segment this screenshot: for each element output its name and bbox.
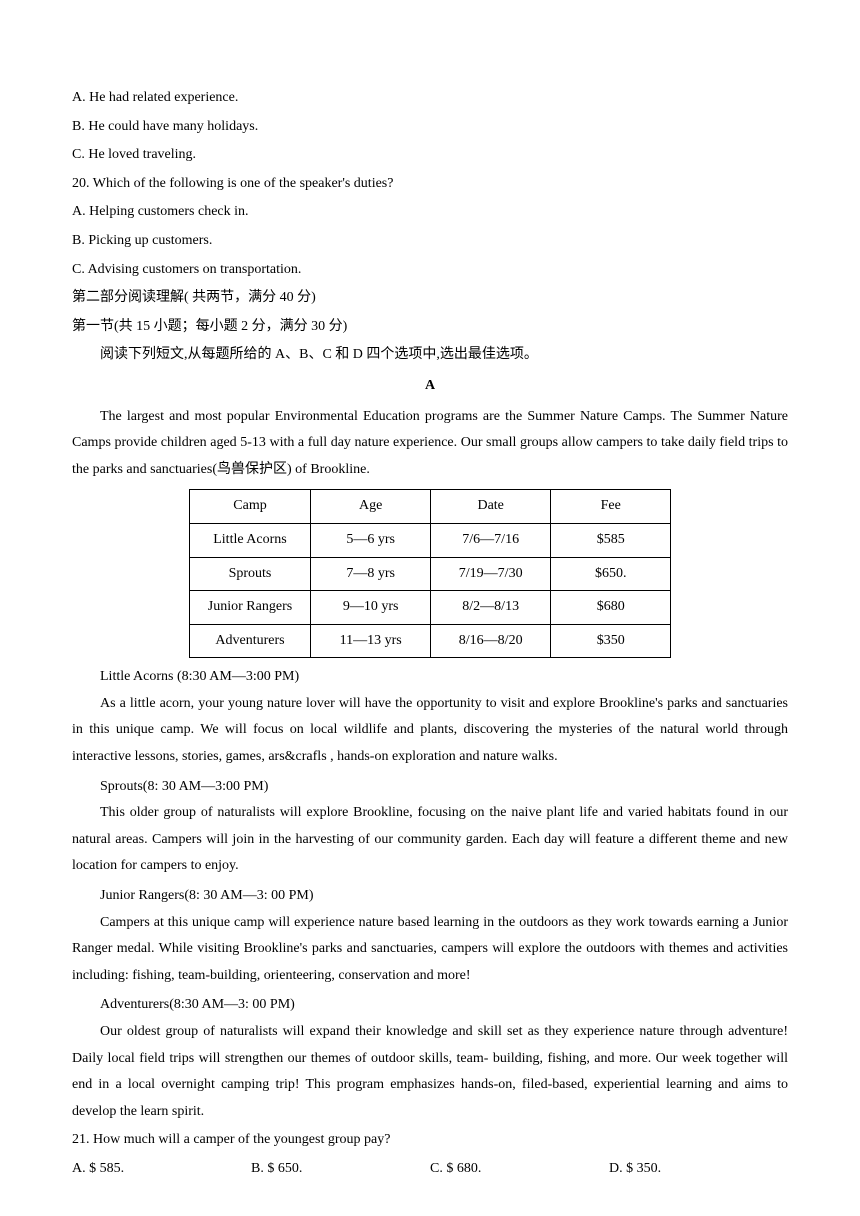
- table-row: Little Acorns 5—6 yrs 7/6—7/16 $585: [189, 523, 670, 557]
- acorns-body: As a little acorn, your young nature lov…: [72, 691, 788, 771]
- adventurers-title: Adventurers(8:30 AM—3: 00 PM): [72, 992, 788, 1019]
- sprouts-title: Sprouts(8: 30 AM—3:00 PM): [72, 774, 788, 801]
- q19-choice-a: A. He had related experience.: [72, 85, 788, 112]
- th-date: Date: [431, 490, 551, 524]
- rangers-body: Campers at this unique camp will experie…: [72, 910, 788, 990]
- q21-options: A. $ 585. B. $ 650. C. $ 680. D. $ 350.: [72, 1156, 788, 1183]
- rangers-title: Junior Rangers(8: 30 AM—3: 00 PM): [72, 883, 788, 910]
- passage-intro: The largest and most popular Environment…: [72, 404, 788, 484]
- q20-choice-b: B. Picking up customers.: [72, 228, 788, 255]
- section2-instruction: 阅读下列短文,从每题所给的 A、B、C 和 D 四个选项中,选出最佳选项。: [72, 342, 788, 369]
- q20-choice-c: C. Advising customers on transportation.: [72, 257, 788, 284]
- th-camp: Camp: [189, 490, 310, 524]
- td-age: 11—13 yrs: [311, 624, 431, 658]
- td-age: 9—10 yrs: [311, 591, 431, 625]
- section2-header: 第二部分阅读理解( 共两节，满分 40 分): [72, 285, 788, 312]
- td-date: 7/19—7/30: [431, 557, 551, 591]
- q21-choice-b: B. $ 650.: [251, 1156, 430, 1183]
- table-row: Junior Rangers 9—10 yrs 8/2—8/13 $680: [189, 591, 670, 625]
- td-fee: $650.: [551, 557, 671, 591]
- q21-choice-a: A. $ 585.: [72, 1156, 251, 1183]
- adventurers-body: Our oldest group of naturalists will exp…: [72, 1019, 788, 1125]
- q20-choice-a: A. Helping customers check in.: [72, 199, 788, 226]
- td-camp: Junior Rangers: [189, 591, 310, 625]
- td-age: 5—6 yrs: [311, 523, 431, 557]
- q19-choice-b: B. He could have many holidays.: [72, 114, 788, 141]
- td-camp: Sprouts: [189, 557, 310, 591]
- passage-label: A: [72, 373, 788, 400]
- td-fee: $585: [551, 523, 671, 557]
- td-age: 7—8 yrs: [311, 557, 431, 591]
- td-date: 8/16—8/20: [431, 624, 551, 658]
- th-age: Age: [311, 490, 431, 524]
- q20-stem: 20. Which of the following is one of the…: [72, 171, 788, 198]
- q21-choice-c: C. $ 680.: [430, 1156, 609, 1183]
- section2-sub: 第一节(共 15 小题；每小题 2 分，满分 30 分): [72, 314, 788, 341]
- td-camp: Little Acorns: [189, 523, 310, 557]
- td-fee: $680: [551, 591, 671, 625]
- td-camp: Adventurers: [189, 624, 310, 658]
- table-row: Sprouts 7—8 yrs 7/19—7/30 $650.: [189, 557, 670, 591]
- sprouts-body: This older group of naturalists will exp…: [72, 800, 788, 880]
- q19-choice-c: C. He loved traveling.: [72, 142, 788, 169]
- camp-table: Camp Age Date Fee Little Acorns 5—6 yrs …: [189, 489, 671, 658]
- th-fee: Fee: [551, 490, 671, 524]
- td-fee: $350: [551, 624, 671, 658]
- td-date: 7/6—7/16: [431, 523, 551, 557]
- q21-choice-d: D. $ 350.: [609, 1156, 788, 1183]
- table-header-row: Camp Age Date Fee: [189, 490, 670, 524]
- td-date: 8/2—8/13: [431, 591, 551, 625]
- table-row: Adventurers 11—13 yrs 8/16—8/20 $350: [189, 624, 670, 658]
- q21-stem: 21. How much will a camper of the younge…: [72, 1127, 788, 1154]
- acorns-title: Little Acorns (8:30 AM—3:00 PM): [72, 664, 788, 691]
